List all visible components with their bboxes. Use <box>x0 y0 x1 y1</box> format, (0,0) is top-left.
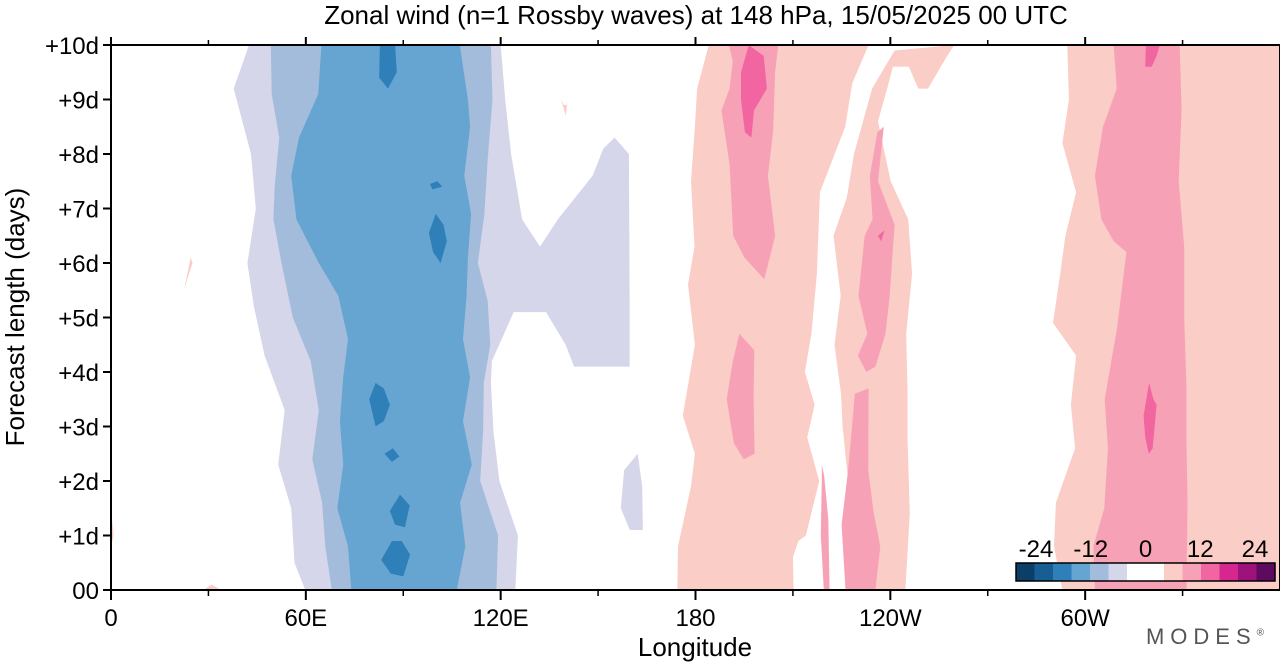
colorbar-legend: -24 -12 0 12 24 <box>1015 536 1276 582</box>
y-tick-label: +7d <box>58 197 99 224</box>
y-tick-label: +9d <box>58 88 99 115</box>
contour-pink-1-isl-a <box>561 94 569 116</box>
y-tick-label: +4d <box>58 360 99 387</box>
colorbar-swatch <box>1071 563 1091 581</box>
colorbar-label: 24 <box>1242 536 1269 563</box>
contour-pink-2f <box>1093 45 1188 590</box>
x-tick-label: 180 <box>675 605 715 632</box>
x-tick-label: 120E <box>473 605 529 632</box>
contour-pink-1-isl-b <box>184 257 193 291</box>
colorbar-swatch <box>1238 563 1257 581</box>
contour-blue-4a <box>379 45 397 89</box>
contour-pink-3a <box>741 45 767 138</box>
modes-logo: MODES® <box>1145 624 1264 649</box>
y-tick-label: +3d <box>58 415 99 442</box>
contour-blue-4g <box>381 541 411 577</box>
colorbar-label: -24 <box>1019 536 1054 563</box>
y-tick-label: +5d <box>58 306 99 333</box>
colorbar-swatch <box>1016 563 1035 581</box>
contour-pink-3c <box>1143 382 1157 454</box>
chart-title: Zonal wind (n=1 Rossby waves) at 148 hPa… <box>324 0 1068 30</box>
x-axis: 0 60E 120E 180 120W 60W <box>104 37 1184 632</box>
colorbar-label: 12 <box>1187 536 1214 563</box>
y-tick-label: +6d <box>58 251 99 278</box>
x-tick-label: 120W <box>859 605 922 632</box>
contour-blue-3 <box>291 45 472 590</box>
colorbar-swatch <box>1182 563 1202 581</box>
contour-pink-3d <box>1145 45 1160 67</box>
contour-blue-4e <box>384 448 400 462</box>
y-axis-label: Forecast length (days) <box>0 188 30 447</box>
contour-pink-2e <box>857 126 895 372</box>
contour-pink-2c <box>820 464 830 590</box>
x-tick-label: 60W <box>1060 605 1110 632</box>
contour-pink-2a <box>721 45 779 280</box>
x-tick-label: 0 <box>104 605 117 632</box>
colorbar-swatch <box>1201 563 1220 581</box>
y-axis: 00 +1d +2d +3d +4d +5d +6d +7d +8d +9d +10d <box>45 33 111 605</box>
colorbar-swatch <box>1090 563 1109 581</box>
x-axis-label: Longitude <box>638 632 752 662</box>
colorbar-swatch <box>1164 563 1183 581</box>
colorbar-swatch <box>1256 563 1276 581</box>
contour-blue-4c <box>428 213 447 263</box>
y-tick-label: +1d <box>58 524 99 551</box>
contour-pink-1a <box>677 45 869 590</box>
colorbar-swatch <box>1127 563 1146 581</box>
colorbar-swatch <box>1108 563 1128 581</box>
y-tick-label: +2d <box>58 469 99 496</box>
x-tick-label: 60E <box>284 605 327 632</box>
colorbar-swatch <box>1145 563 1165 581</box>
colorbar-swatch <box>1053 563 1072 581</box>
contour-blue-4b <box>429 181 443 190</box>
contour-pink-2b <box>726 333 755 460</box>
contour-blue-4f <box>389 494 410 528</box>
y-tick-label: 00 <box>72 578 99 605</box>
y-tick-label: +10d <box>45 33 99 60</box>
contour-blue-1-island <box>620 453 643 530</box>
colorbar-label: -12 <box>1073 536 1108 563</box>
contour-pink-3b <box>878 230 885 242</box>
contour-blue-4d <box>369 382 390 427</box>
plot-area <box>111 45 1280 590</box>
colorbar-swatch <box>1034 563 1054 581</box>
colorbar-swatch <box>1219 563 1239 581</box>
contour-pink-1-isl-d <box>203 584 222 590</box>
colorbar-label: 0 <box>1139 536 1152 563</box>
colorbar-frame <box>1015 562 1276 582</box>
contour-pink-2d <box>841 388 881 590</box>
y-tick-label: +8d <box>58 142 99 169</box>
